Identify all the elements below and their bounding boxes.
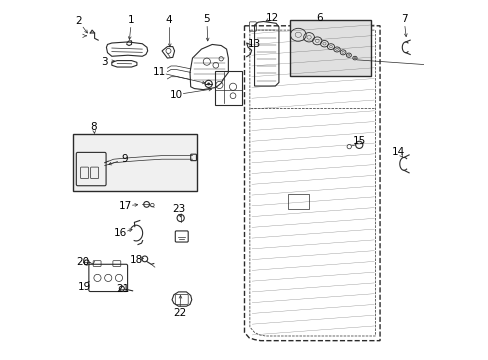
Text: 8: 8 — [90, 122, 97, 132]
Text: 19: 19 — [78, 282, 91, 292]
Text: 4: 4 — [165, 15, 172, 26]
Text: 22: 22 — [173, 309, 186, 318]
FancyBboxPatch shape — [73, 134, 196, 192]
Text: 3: 3 — [101, 57, 108, 67]
Text: 18: 18 — [130, 255, 143, 265]
Text: 5: 5 — [203, 14, 210, 24]
Text: 6: 6 — [316, 13, 323, 23]
Text: 16: 16 — [114, 228, 127, 238]
Text: 15: 15 — [352, 136, 365, 145]
Text: 17: 17 — [119, 201, 132, 211]
Text: 14: 14 — [391, 147, 405, 157]
Text: 12: 12 — [265, 13, 279, 23]
Circle shape — [207, 82, 210, 85]
Text: 9: 9 — [121, 154, 127, 164]
Text: 13: 13 — [247, 40, 261, 49]
Text: 2: 2 — [75, 17, 82, 27]
Text: 20: 20 — [76, 257, 89, 267]
Text: 1: 1 — [128, 15, 135, 26]
Text: 7: 7 — [400, 14, 407, 24]
Text: 21: 21 — [117, 284, 130, 294]
Text: 23: 23 — [172, 204, 185, 215]
Text: 11: 11 — [152, 67, 165, 77]
Text: 10: 10 — [169, 90, 183, 100]
FancyBboxPatch shape — [290, 21, 370, 76]
